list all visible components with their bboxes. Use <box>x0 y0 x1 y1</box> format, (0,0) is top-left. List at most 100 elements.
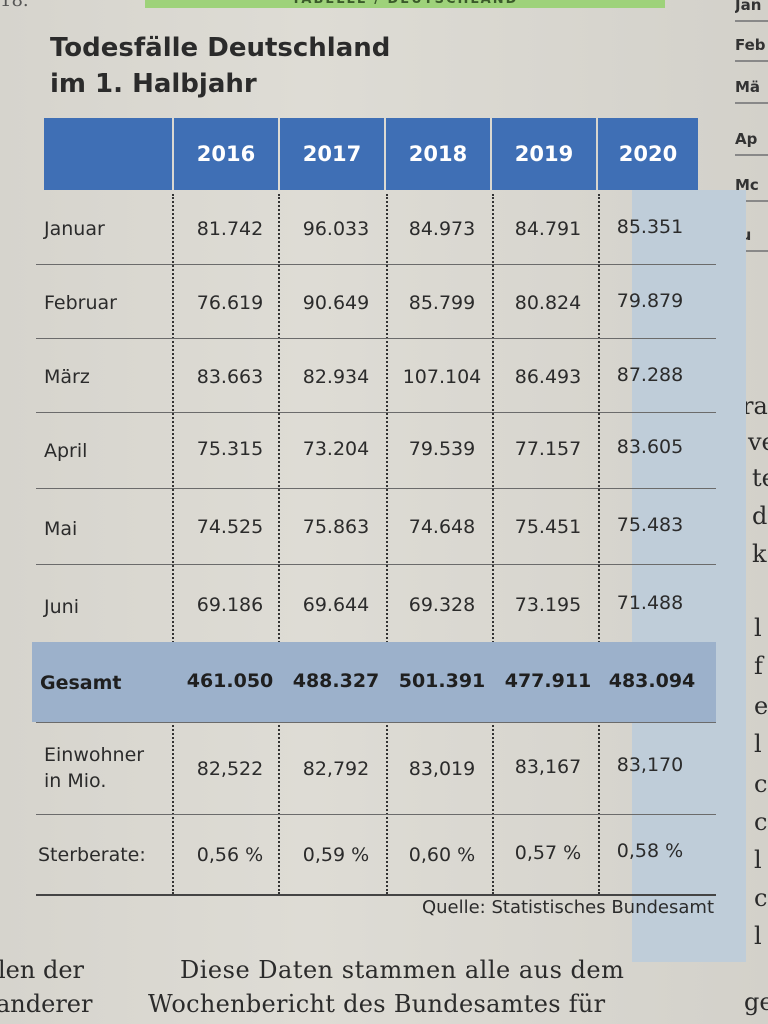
row-label: Gesamt <box>40 672 122 694</box>
row-label: April <box>44 440 88 462</box>
side-text: ra <box>742 392 768 420</box>
article-title: Todesfälle Deutschland im 1. Halbjahr <box>50 30 490 102</box>
cell-value: 0,57 % <box>514 842 582 864</box>
table-row: Februar 76.619 90.649 85.799 80.824 79.8… <box>36 264 716 338</box>
cell-value: 84.791 <box>514 218 582 240</box>
side-item: Jan <box>735 0 768 22</box>
header-year: 2019 <box>492 118 596 190</box>
column-separator <box>492 194 494 894</box>
row-divider <box>36 564 716 565</box>
row-divider <box>36 338 716 339</box>
table-row: Sterberate: 0,56 % 0,59 % 0,60 % 0,57 % … <box>36 814 716 894</box>
row-label: Juni <box>44 596 79 618</box>
cell-value: 83.663 <box>196 366 264 388</box>
side-text: e <box>754 692 768 720</box>
table-row: Januar 81.742 96.033 84.973 84.791 85.35… <box>36 190 716 264</box>
cell-value: 75.483 <box>616 514 684 536</box>
cell-value: 488.327 <box>292 670 380 692</box>
cell-value: 96.033 <box>302 218 370 240</box>
body-fragment: anderer <box>0 990 93 1018</box>
table-bottom-rule <box>36 894 716 896</box>
table-row: Mai 74.525 75.863 74.648 75.451 75.483 <box>36 488 716 564</box>
row-label: Februar <box>44 292 117 314</box>
cell-value: 83,019 <box>408 758 476 780</box>
column-separator <box>278 194 280 894</box>
body-line: Wochenbericht des Bundesamtes für <box>148 990 606 1018</box>
side-text: d <box>752 502 768 530</box>
header-year: 2017 <box>280 118 384 190</box>
side-item: Mä <box>735 78 768 104</box>
column-separator <box>386 194 388 894</box>
header-year: 2016 <box>174 118 278 190</box>
body-fragment: len der <box>0 956 85 984</box>
cell-value: 81.742 <box>196 218 264 240</box>
cell-value: 82.934 <box>302 366 370 388</box>
cell-value: 79.539 <box>408 438 476 460</box>
cell-value: 85.799 <box>408 292 476 314</box>
cell-value: 77.157 <box>514 438 582 460</box>
cell-value: 73.195 <box>514 594 582 616</box>
cell-value: 461.050 <box>186 670 274 692</box>
side-item: Mc <box>735 176 768 202</box>
cell-value: 79.879 <box>616 290 684 312</box>
side-text: c <box>754 770 768 798</box>
cell-value: 0,60 % <box>408 844 476 866</box>
side-text: l <box>754 922 762 950</box>
cell-value: 0,56 % <box>196 844 264 866</box>
cell-value: 74.525 <box>196 516 264 538</box>
cell-value: 69.186 <box>196 594 264 616</box>
row-divider <box>36 488 716 489</box>
body-line: Diese Daten stammen alle aus dem <box>180 956 625 984</box>
side-text: ve <box>748 428 768 456</box>
row-divider <box>36 814 716 815</box>
cell-value: 85.351 <box>616 216 684 238</box>
cell-value: 69.328 <box>408 594 476 616</box>
cell-value: 82,522 <box>196 758 264 780</box>
column-separator <box>598 194 600 894</box>
title-line-1: Todesfälle Deutschland <box>50 33 391 63</box>
cell-value: 0,59 % <box>302 844 370 866</box>
row-label-line: Einwohner <box>44 744 145 766</box>
header-year: 2020 <box>598 118 698 190</box>
row-label: Mai <box>44 518 78 540</box>
column-2020-highlight <box>632 190 746 962</box>
cell-value: 83,170 <box>616 754 684 776</box>
side-item: Ap <box>735 130 768 156</box>
title-line-2: im 1. Halbjahr <box>50 69 257 99</box>
source-note: Quelle: Statistisches Bundesamt <box>421 897 714 918</box>
page-top-fragment: 18. <box>0 0 29 11</box>
table-row: März 83.663 82.934 107.104 86.493 87.288 <box>36 338 716 412</box>
cell-value: 69.644 <box>302 594 370 616</box>
cell-value: 90.649 <box>302 292 370 314</box>
section-banner: TABELLE / DEUTSCHLAND <box>145 0 665 8</box>
header-year: 2018 <box>386 118 490 190</box>
total-row: Gesamt 461.050 488.327 501.391 477.911 4… <box>32 642 716 722</box>
cell-value: 83,167 <box>514 756 582 778</box>
cell-value: 84.973 <box>408 218 476 240</box>
side-text: ge <box>744 988 768 1016</box>
side-item: Feb <box>735 36 768 62</box>
cell-value: 76.619 <box>196 292 264 314</box>
row-divider <box>36 264 716 265</box>
cell-value: 75.863 <box>302 516 370 538</box>
cell-value: 83.605 <box>616 436 684 458</box>
cell-value: 86.493 <box>514 366 582 388</box>
header-empty-cell <box>44 118 172 190</box>
row-label-line: in Mio. <box>44 770 107 792</box>
side-text: c <box>754 884 768 912</box>
cell-value: 75.315 <box>196 438 264 460</box>
side-text: l <box>754 730 762 758</box>
cell-value: 87.288 <box>616 364 684 386</box>
cell-value: 80.824 <box>514 292 582 314</box>
side-text: f <box>754 652 763 680</box>
table-row: April 75.315 73.204 79.539 77.157 83.605 <box>36 412 716 488</box>
row-label: Einwohner in Mio. <box>44 742 144 794</box>
side-text: k <box>752 540 767 568</box>
row-label: Januar <box>44 218 105 240</box>
cell-value: 73.204 <box>302 438 370 460</box>
cell-value: 483.094 <box>608 670 696 692</box>
side-text: c <box>754 808 768 836</box>
row-divider <box>36 722 716 723</box>
cell-value: 71.488 <box>616 592 684 614</box>
side-text: te <box>752 464 768 492</box>
